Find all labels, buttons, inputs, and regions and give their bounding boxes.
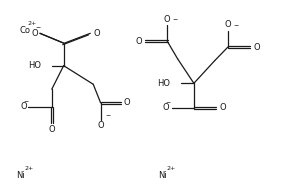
Text: −: − xyxy=(166,99,171,104)
Text: O: O xyxy=(164,15,170,24)
Text: O: O xyxy=(49,125,55,134)
Text: O: O xyxy=(253,43,260,52)
Text: 2+: 2+ xyxy=(28,21,37,26)
Text: O: O xyxy=(124,98,130,107)
Text: O: O xyxy=(32,29,38,38)
Text: Ni: Ni xyxy=(158,171,167,180)
Text: −: − xyxy=(23,98,28,103)
Text: O: O xyxy=(219,103,226,112)
Text: O: O xyxy=(93,29,100,38)
Text: HO: HO xyxy=(157,79,170,88)
Text: O: O xyxy=(20,102,27,111)
Text: −: − xyxy=(105,112,110,117)
Text: O: O xyxy=(97,121,104,130)
Text: −: − xyxy=(36,24,41,29)
Text: O: O xyxy=(225,20,231,29)
Text: Ni: Ni xyxy=(16,171,25,180)
Text: −: − xyxy=(173,16,178,22)
Text: HO: HO xyxy=(28,61,41,70)
Text: Co: Co xyxy=(19,26,30,35)
Text: 2+: 2+ xyxy=(25,166,34,171)
Text: O: O xyxy=(136,37,142,46)
Text: O: O xyxy=(163,103,169,112)
Text: 2+: 2+ xyxy=(167,166,176,171)
Text: −: − xyxy=(233,22,239,27)
